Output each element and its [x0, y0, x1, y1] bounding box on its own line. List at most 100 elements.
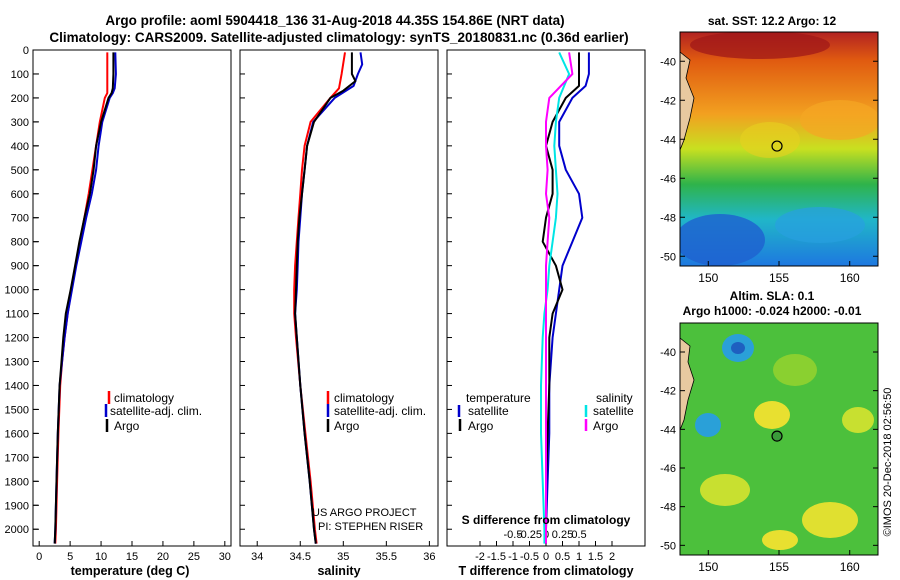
sla-map-title-2: Argo h1000: -0.024 h2000: -0.01	[683, 304, 862, 318]
legend-salinity-heading: salinity	[596, 391, 633, 405]
difference-panel: -2 -1.5 -1 -0.5 0 0.5 1 1.5 2-0.5-0.25 0 0.250.5	[447, 49, 615, 563]
depth-tick-label: 1300	[5, 356, 29, 368]
depth-tick-label: 1900	[5, 500, 29, 512]
legend-argo-label: Argo	[334, 419, 360, 433]
x-tick-label: -0.5	[520, 551, 539, 563]
depth-tick-label: 1700	[5, 452, 29, 464]
sst-front	[740, 122, 800, 158]
depth-tick-label: 2000	[5, 524, 29, 536]
series-line-salinity-satellite	[540, 51, 571, 544]
legend-temperature-heading: temperature	[466, 391, 531, 405]
sla-high-1	[754, 401, 790, 429]
sla-map-axes: -40 -42 -44 -46 -48 -50 150 155 160	[660, 347, 878, 574]
depth-tick-label: 500	[11, 165, 29, 177]
x-tick-label: -1	[508, 551, 518, 563]
depth-tick-label: 1400	[5, 380, 29, 392]
depth-tick-label: 900	[11, 261, 29, 273]
temperature-axis-label: temperature (deg C)	[71, 564, 190, 578]
series-line-satellite-adj-clim-	[294, 52, 364, 544]
sst-warm-eddy	[800, 100, 878, 140]
series-line-argo	[294, 52, 357, 544]
salinity-axis-label: salinity	[317, 564, 360, 578]
depth-tick-label: 300	[11, 117, 29, 129]
x-tick-label: 5	[67, 551, 73, 563]
t-difference-axis-label: T difference from climatology	[458, 564, 633, 578]
sst-map	[680, 32, 878, 266]
depth-tick-label: 1600	[5, 428, 29, 440]
x-tick-label: 30	[219, 551, 231, 563]
depth-tick-label: 1800	[5, 476, 29, 488]
s-tick-label: 0.25	[552, 529, 573, 541]
sst-cold-pool	[680, 214, 765, 266]
salinity-panel: 34 34.5 35 35.5 36	[240, 49, 436, 563]
sst-map-axes: -40 -42 -44 -46 -48 -50 150 155 160	[660, 56, 878, 285]
legend-clim-label: climatology	[334, 391, 394, 405]
x-tick-label: 0.5	[555, 551, 570, 563]
difference-legend: temperature salinity satellite Argo sate…	[457, 391, 634, 433]
sla-low-2	[695, 413, 721, 437]
s-tick-label: -0.25	[517, 529, 542, 541]
sst-warm-core	[690, 32, 830, 59]
x-tick-label: 10	[95, 551, 107, 563]
legend-temp-argo-label: Argo	[468, 419, 494, 433]
lat-tick-label: -46	[660, 463, 676, 475]
lon-tick-label: 155	[769, 560, 789, 574]
sla-map-title-1: Altim. SLA: 0.1	[730, 289, 815, 303]
x-tick-label: 35	[337, 551, 349, 563]
float-location-marker	[771, 430, 783, 442]
lat-tick-label: -50	[660, 251, 676, 263]
depth-tick-label: 1500	[5, 404, 29, 416]
sla-high-5	[802, 502, 858, 538]
credit-line-2: PI: STEPHEN RISER	[318, 521, 423, 533]
depth-tick-label: 1200	[5, 333, 29, 345]
x-tick-label: 2	[609, 551, 615, 563]
temperature-panel: 0 5 10 15 20 25 30	[33, 49, 231, 563]
lat-tick-label: -48	[660, 212, 676, 224]
legend-sat-label: satellite-adj. clim.	[334, 404, 426, 418]
lat-tick-label: -40	[660, 347, 676, 359]
lat-tick-label: -48	[660, 502, 676, 514]
x-tick-label: 15	[126, 551, 138, 563]
lon-tick-label: 155	[769, 271, 789, 285]
x-tick-label: 25	[188, 551, 200, 563]
lon-tick-label: 150	[698, 560, 718, 574]
x-tick-label: 0	[543, 551, 549, 563]
float-location-marker	[771, 140, 783, 152]
depth-axis: 0 100 200 300 400 500 600 700 800 900 1000 1100 1200…	[5, 45, 39, 536]
lat-tick-label: -44	[660, 134, 676, 146]
salinity-panel-frame	[239, 49, 439, 547]
legend-clim-label: climatology	[114, 391, 174, 405]
s-tick-label: -0.5	[504, 529, 523, 541]
legend-argo-label: Argo	[114, 419, 140, 433]
lon-tick-label: 160	[840, 560, 860, 574]
x-tick-label: 0	[36, 551, 42, 563]
credit-line-1: US ARGO PROJECT	[312, 507, 417, 519]
depth-tick-label: 200	[11, 93, 29, 105]
legend-sat-label: satellite-adj. clim.	[110, 404, 202, 418]
sst-cold-eddy	[775, 207, 865, 243]
sla-high-6	[762, 530, 798, 550]
series-line-salinity-argo	[545, 52, 574, 544]
lon-tick-label: 160	[840, 271, 860, 285]
title-line-2: Climatology: CARS2009. Satellite-adjuste…	[49, 30, 628, 45]
temperature-legend: climatology satellite-adj. clim. Argo	[104, 391, 202, 433]
lat-tick-label: -44	[660, 424, 676, 436]
legend-sal-argo-label: Argo	[593, 419, 619, 433]
series-line-satellite-adj-clim-	[53, 52, 117, 544]
sla-low-1-core	[731, 342, 745, 354]
temperature-panel-frame	[32, 49, 232, 547]
sla-high-3	[773, 354, 817, 386]
lat-tick-label: -50	[660, 540, 676, 552]
series-line-climatology	[293, 52, 346, 544]
title-line-1: Argo profile: aoml 5904418_136 31-Aug-20…	[105, 13, 564, 28]
depth-tick-label: 0	[23, 45, 29, 57]
x-tick-label: -1.5	[487, 551, 506, 563]
sst-land	[680, 51, 695, 151]
lat-tick-label: -42	[660, 95, 676, 107]
x-tick-label: 35.5	[376, 551, 397, 563]
sla-map	[680, 323, 878, 555]
lat-tick-label: -40	[660, 56, 676, 68]
series-line-argo	[53, 52, 115, 544]
